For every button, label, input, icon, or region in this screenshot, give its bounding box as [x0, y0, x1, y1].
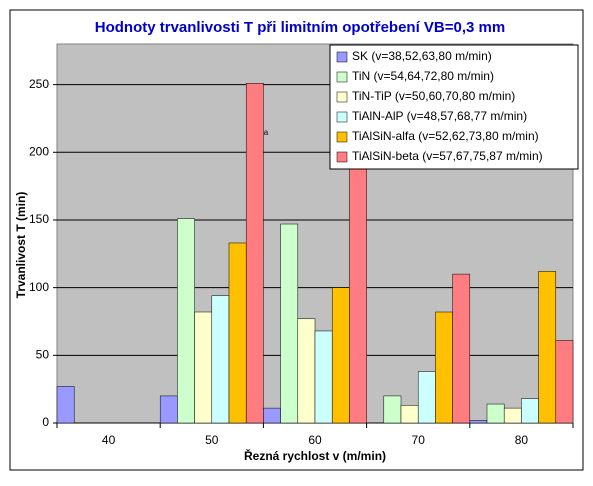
bar [194, 311, 213, 424]
legend-label: TiN (v=54,64,72,80 m/min) [352, 69, 494, 83]
y-tick-label: 100 [29, 280, 49, 294]
bar [263, 407, 281, 424]
bar [349, 168, 367, 424]
y-axis-label: Trvanlivost T (min) [14, 192, 28, 299]
y-tick-label: 0 [42, 415, 49, 429]
x-tick-label: 40 [102, 433, 116, 447]
x-axis-label: Řezná rychlost v (m/min) [244, 448, 386, 463]
y-tick-label: 150 [29, 212, 49, 226]
legend-swatch [336, 131, 348, 143]
bar [177, 218, 195, 424]
bar [228, 242, 247, 424]
bar [280, 223, 299, 424]
bar [211, 295, 230, 424]
bar [538, 271, 557, 424]
bar [469, 420, 488, 424]
bar [331, 287, 350, 424]
chart-title: Hodnoty trvanlivosti T při limitním opot… [95, 19, 505, 36]
x-tick-label: 70 [412, 433, 426, 447]
bar [383, 395, 402, 424]
bar [400, 405, 419, 424]
y-tick-label: 50 [36, 347, 50, 361]
legend-label: TiAlSiN-alfa (v=52,62,73,80 m/min) [352, 129, 539, 143]
x-tick-label: 60 [308, 433, 322, 447]
bar [452, 273, 471, 424]
x-tick-label: 80 [515, 433, 529, 447]
legend-label: TiAlSiN-beta (v=57,67,75,87 m/min) [352, 149, 543, 163]
legend-swatch [336, 71, 348, 83]
legend-swatch [336, 151, 348, 163]
y-tick-label: 250 [29, 77, 49, 91]
bar [503, 407, 522, 424]
bar [521, 398, 539, 424]
legend-swatch [336, 111, 348, 123]
legend-label: TiN-TiP (v=50,60,70,80 m/min) [352, 89, 515, 103]
legend-box [329, 44, 579, 170]
bar [159, 395, 178, 424]
bar [435, 311, 453, 424]
bar [417, 371, 436, 424]
legend-swatch [336, 51, 348, 63]
bar [297, 318, 316, 424]
bar [56, 386, 75, 424]
bar [486, 403, 505, 424]
bar [245, 83, 264, 424]
bar [555, 340, 574, 424]
x-tick-label: 50 [205, 433, 219, 447]
bar [314, 330, 333, 424]
y-tick-label: 200 [29, 144, 49, 158]
legend-label: SK (v=38,52,63,80 m/min) [352, 49, 492, 63]
legend-label: TiAlN-AlP (v=48,57,68,77 m/min) [352, 109, 527, 123]
legend-swatch [336, 91, 348, 103]
